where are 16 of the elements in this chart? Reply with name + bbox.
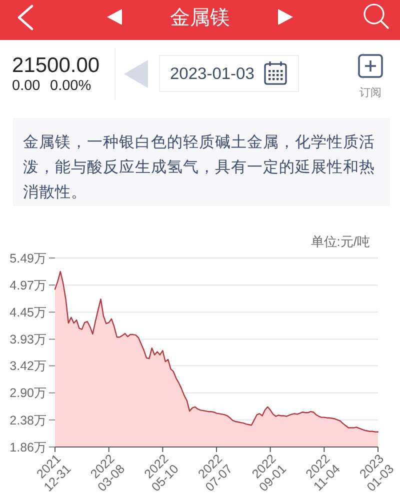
y-tick-label: 3.93万 xyxy=(10,332,47,347)
y-tick-label: 2.90万 xyxy=(10,386,47,400)
text: 21500.00 xyxy=(12,54,100,77)
text: 订阅 xyxy=(360,87,382,99)
text: 0.00% xyxy=(50,78,92,94)
y-tick-label: 4.45万 xyxy=(10,306,47,320)
y-tick-label: 4.97万 xyxy=(10,278,47,292)
chart-title: 金属镁 xyxy=(170,7,230,29)
y-tick-label: 2.38万 xyxy=(10,413,47,428)
text: 0.00 xyxy=(12,78,40,94)
text: 金属镁，一种银白色的轻质碱土金属，化学性质活泼，能与酸反应生成氢气，具有一定的延展性和热消散性。 xyxy=(23,133,375,201)
text: 2023-01-03 xyxy=(170,65,254,83)
y-tick-label: 3.42万 xyxy=(10,359,47,374)
y-axis-title: 单位:元/吨 xyxy=(310,234,370,249)
y-tick-label: 5.49万 xyxy=(10,251,47,266)
y-tick-label: 1.86万 xyxy=(10,440,47,454)
